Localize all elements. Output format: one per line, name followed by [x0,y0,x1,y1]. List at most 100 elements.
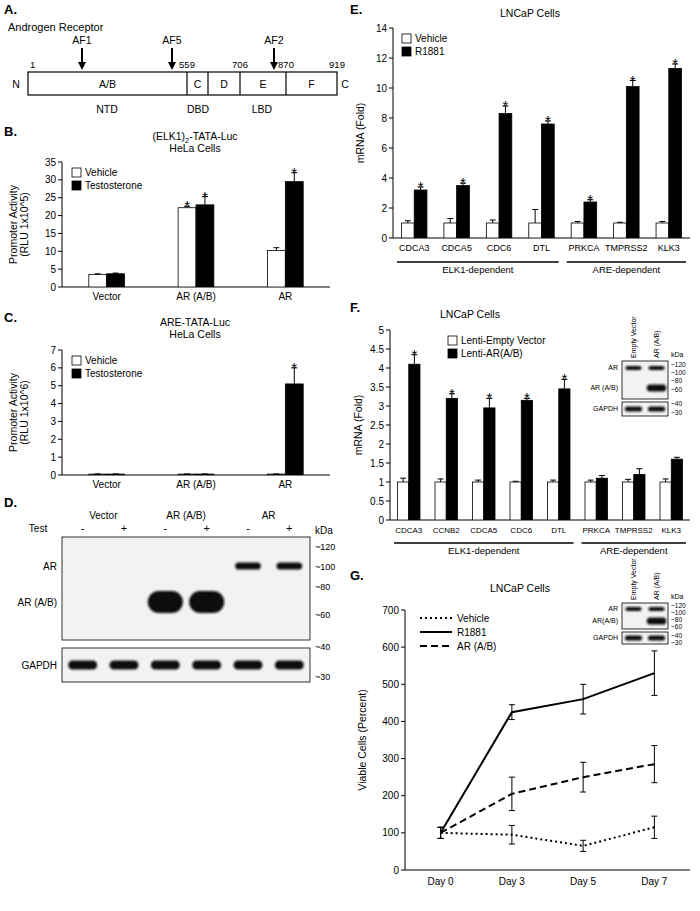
error-cap [509,825,515,826]
y-axis [62,162,63,287]
blot-column-label: AR (A/B) [166,510,205,521]
y-tick-label: 4 [381,173,387,184]
significance-marker: * [561,370,567,387]
af-arrowhead [270,62,278,70]
y-axis [405,610,406,870]
y-tick-label: 7 [50,345,56,356]
x-axis [405,870,690,871]
error-cap [580,840,586,841]
y-tick [401,870,405,871]
blot-kda-marker: ~100 [671,609,686,616]
af-label: AF2 [264,34,283,46]
y-tick-label: 14 [376,23,388,34]
x-tick-label: KLK3 [658,243,680,253]
y-tick [58,385,62,386]
panel-label: C. [4,310,17,325]
plot-area [438,651,658,852]
blot-treatment-label: Test [29,523,48,534]
residue-number: 919 [329,59,345,70]
error-bar [403,478,404,482]
blot-treatment: + [286,522,292,534]
y-tick-label: 3 [50,416,56,427]
legend-label: R1881 [457,627,487,638]
error-cap [617,222,623,223]
error-cap [651,838,657,839]
blot-row-label: GAPDH [593,405,618,412]
y-tick [386,425,390,426]
error-cap [625,479,631,480]
y-tick-label: 2 [378,439,384,450]
error-cap [509,810,515,811]
legend-swatch [72,369,81,378]
chart-title: LNCaP Cells [500,7,560,19]
error-cap [659,221,665,222]
domain-divider [207,72,208,95]
y-tick [401,758,405,759]
bar [521,400,532,520]
bar [634,474,645,520]
residue-number: 1 [30,59,35,70]
error-cap [438,838,444,839]
protein-bar [28,72,337,95]
chart-title: ARE-TATA-Luc [160,316,230,328]
panel-label: F. [350,300,360,315]
x-tick-label: DTL [551,526,567,535]
significance-marker: * [545,112,551,129]
plot-area [401,64,681,238]
y-tick [58,403,62,404]
blot-kda-marker: ~30 [671,639,682,646]
legend-label: AR (A/B) [457,641,496,652]
y-tick [389,208,393,209]
y-tick [401,795,405,796]
blot-kda-marker: ~40 [671,400,682,407]
y-tick [401,610,405,611]
af-arrowhead [78,62,86,70]
error-cap [575,221,581,222]
y-tick [386,387,390,388]
y-tick-label: 300 [382,753,399,764]
y-tick [58,367,62,368]
blot-kda-marker: ~40 [315,642,330,652]
blot-treatment: + [203,522,209,534]
blot-band [625,636,642,641]
error-bar [535,210,536,224]
bar [196,474,214,475]
y-tick [389,58,393,59]
y-tick [389,28,393,29]
blot-treatment: - [81,522,85,534]
blot-kda-marker: ~30 [315,672,330,682]
bar [660,482,671,520]
significance-marker: * [587,191,593,208]
legend-line [420,617,452,619]
y-axis [393,28,394,238]
blot-band [647,618,667,625]
bar [559,389,570,520]
x-tick-label: Vector [92,291,121,302]
blot-kda-marker: ~60 [315,610,330,620]
blot-kda-label: kDa [671,593,684,600]
y-tick [389,118,393,119]
bar [484,408,495,520]
blot-kda-marker: ~100 [315,562,335,572]
chart-subtitle: HeLa Cells [169,328,220,340]
y-tick-label: 10 [376,83,388,94]
bar [671,459,682,520]
error-cap [113,273,119,274]
y-tick-label: 20 [45,210,57,221]
error-cap [550,480,556,481]
chart-title: LNCaP Cells [490,582,550,594]
error-cap [651,650,657,651]
y-tick-label: 35 [45,157,57,168]
y-tick [58,233,62,234]
bar [414,190,427,238]
y-tick-label: 0 [393,865,399,876]
blot-kda-marker: ~120 [315,542,335,552]
blot-kda-marker: ~60 [671,386,682,393]
y-tick-label: 200 [382,790,399,801]
blot-frame [62,537,310,640]
significance-marker: * [291,359,297,376]
error-cap [509,777,515,778]
y-tick-label: 6 [50,362,56,373]
y-tick [386,482,390,483]
bar [89,474,107,475]
